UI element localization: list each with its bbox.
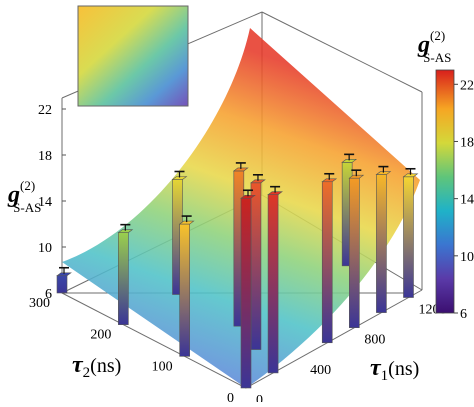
bar-3 [178,215,195,357]
bar-8 [267,185,283,374]
bar-top [402,173,419,178]
bar-1 [117,223,134,325]
y-tick-label-3: 300 [29,296,50,311]
x-axis-label: τ1(ns) [370,355,419,384]
z-tick-label-0: 6 [45,287,52,302]
x-tick-label-1: 400 [310,363,331,378]
bar-column [349,177,360,328]
bar-7 [240,189,256,389]
x-tick-label-2: 800 [364,333,385,348]
bar-11 [375,165,392,313]
bar-12 [402,167,419,298]
z-tick-label-2: 14 [38,195,52,210]
bar-top [232,167,249,172]
bar-top [348,174,365,179]
y-tick-label-2: 200 [90,328,111,343]
colorbar-tick-label-2: 14 [460,193,474,208]
bar-10 [348,169,365,328]
bars-layer [56,153,419,389]
colorbar-tick-label-3: 18 [460,135,474,150]
colorbar-label: g(2) S-AS [417,28,451,65]
bar-top [178,220,195,225]
z-tick-label-4: 22 [38,103,52,118]
bar-top [250,179,266,184]
bar-9 [321,172,338,344]
bar-top [341,159,358,163]
bar-0 [56,266,72,294]
y-tick-label-1: 100 [152,359,173,374]
colorbar-tick-label-0: 6 [460,307,467,322]
y-tick-label-0: 0 [227,391,234,402]
axes-box-top-right-edge [261,11,423,93]
x-tick-label-0: 0 [256,393,263,402]
colorbar-tick-label-1: 10 [460,250,474,265]
bar-top [375,171,392,175]
colorbar-ticks: 6 10 14 18 22 [454,78,474,322]
bar-top [267,191,283,195]
z-axis-label: g(2) S-AS [7,178,41,215]
bar-column [267,194,279,374]
bar-top [117,229,134,233]
bar-top [56,272,72,277]
bar-top [171,176,188,180]
inset-heatmap [77,5,189,107]
colorbar-tick-label-4: 22 [460,78,474,93]
bar-column [403,176,414,298]
bar-column [56,275,68,294]
y-axis-line [61,292,247,389]
z-tick-label-3: 18 [38,149,52,164]
bar-top [321,178,338,183]
colorbar-gradient-bar [435,69,455,314]
bar-column [179,223,190,357]
bar-top [240,194,256,199]
z-tick-label-1: 10 [38,241,52,256]
colorbar: 6 10 14 18 22 [435,69,474,322]
bar-column [240,197,252,389]
y-axis-label: τ2(ns) [72,352,121,381]
bar-5 [250,173,266,350]
inset-heatmap-area [77,5,189,107]
bar-column [250,182,262,350]
bar-column [118,232,129,325]
bar-column [321,181,333,344]
bar-column [376,174,387,313]
